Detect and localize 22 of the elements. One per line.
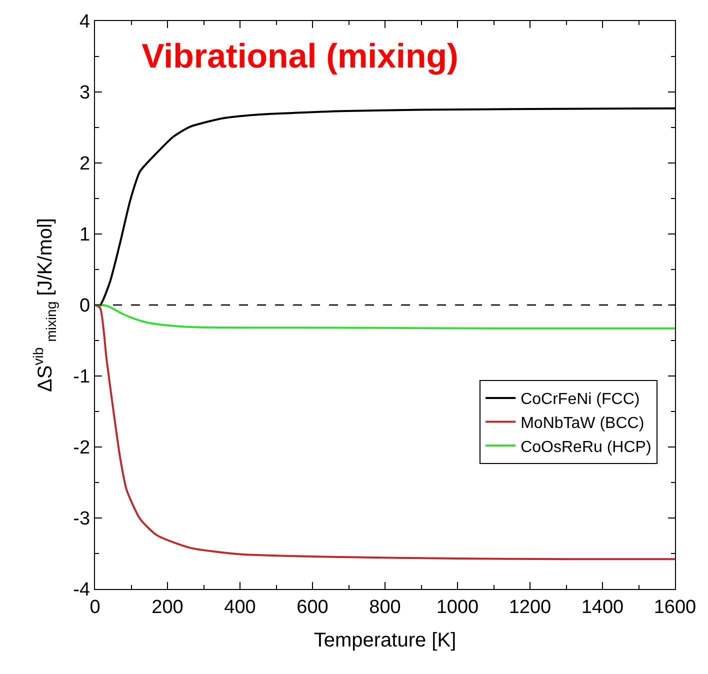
text: Vibrational (mixing): [142, 38, 458, 76]
y-tick-label: 2: [79, 154, 90, 175]
x-tick-label: 800: [369, 596, 401, 618]
legend-label: CoCrFeNi (FCC): [520, 391, 640, 408]
legend-label: CoOsReRu (HCP): [520, 438, 652, 456]
x-axis-title: Temperature [K]: [314, 629, 456, 652]
x-tick-label: 1200: [508, 596, 552, 618]
y-tick-label: 3: [79, 82, 90, 104]
y-tick-label: -3: [73, 508, 90, 530]
y-tick-label: 4: [79, 12, 90, 33]
y-tick-label: -1: [73, 366, 90, 388]
x-tick-label: 600: [296, 596, 328, 618]
x-tick-label: 400: [224, 596, 256, 618]
x-tick-label: 1000: [436, 596, 479, 618]
y-tick-label: -2: [73, 438, 90, 459]
x-tick-label: 1600: [654, 596, 696, 618]
legend-label: MoNbTaW (BCC): [520, 414, 644, 432]
y-tick-label: 0: [79, 296, 90, 317]
y-tick-label: 1: [79, 224, 90, 246]
x-tick-label: 1400: [581, 596, 624, 618]
x-tick-label: 200: [152, 596, 184, 618]
y-tick-label: -4: [73, 580, 90, 601]
